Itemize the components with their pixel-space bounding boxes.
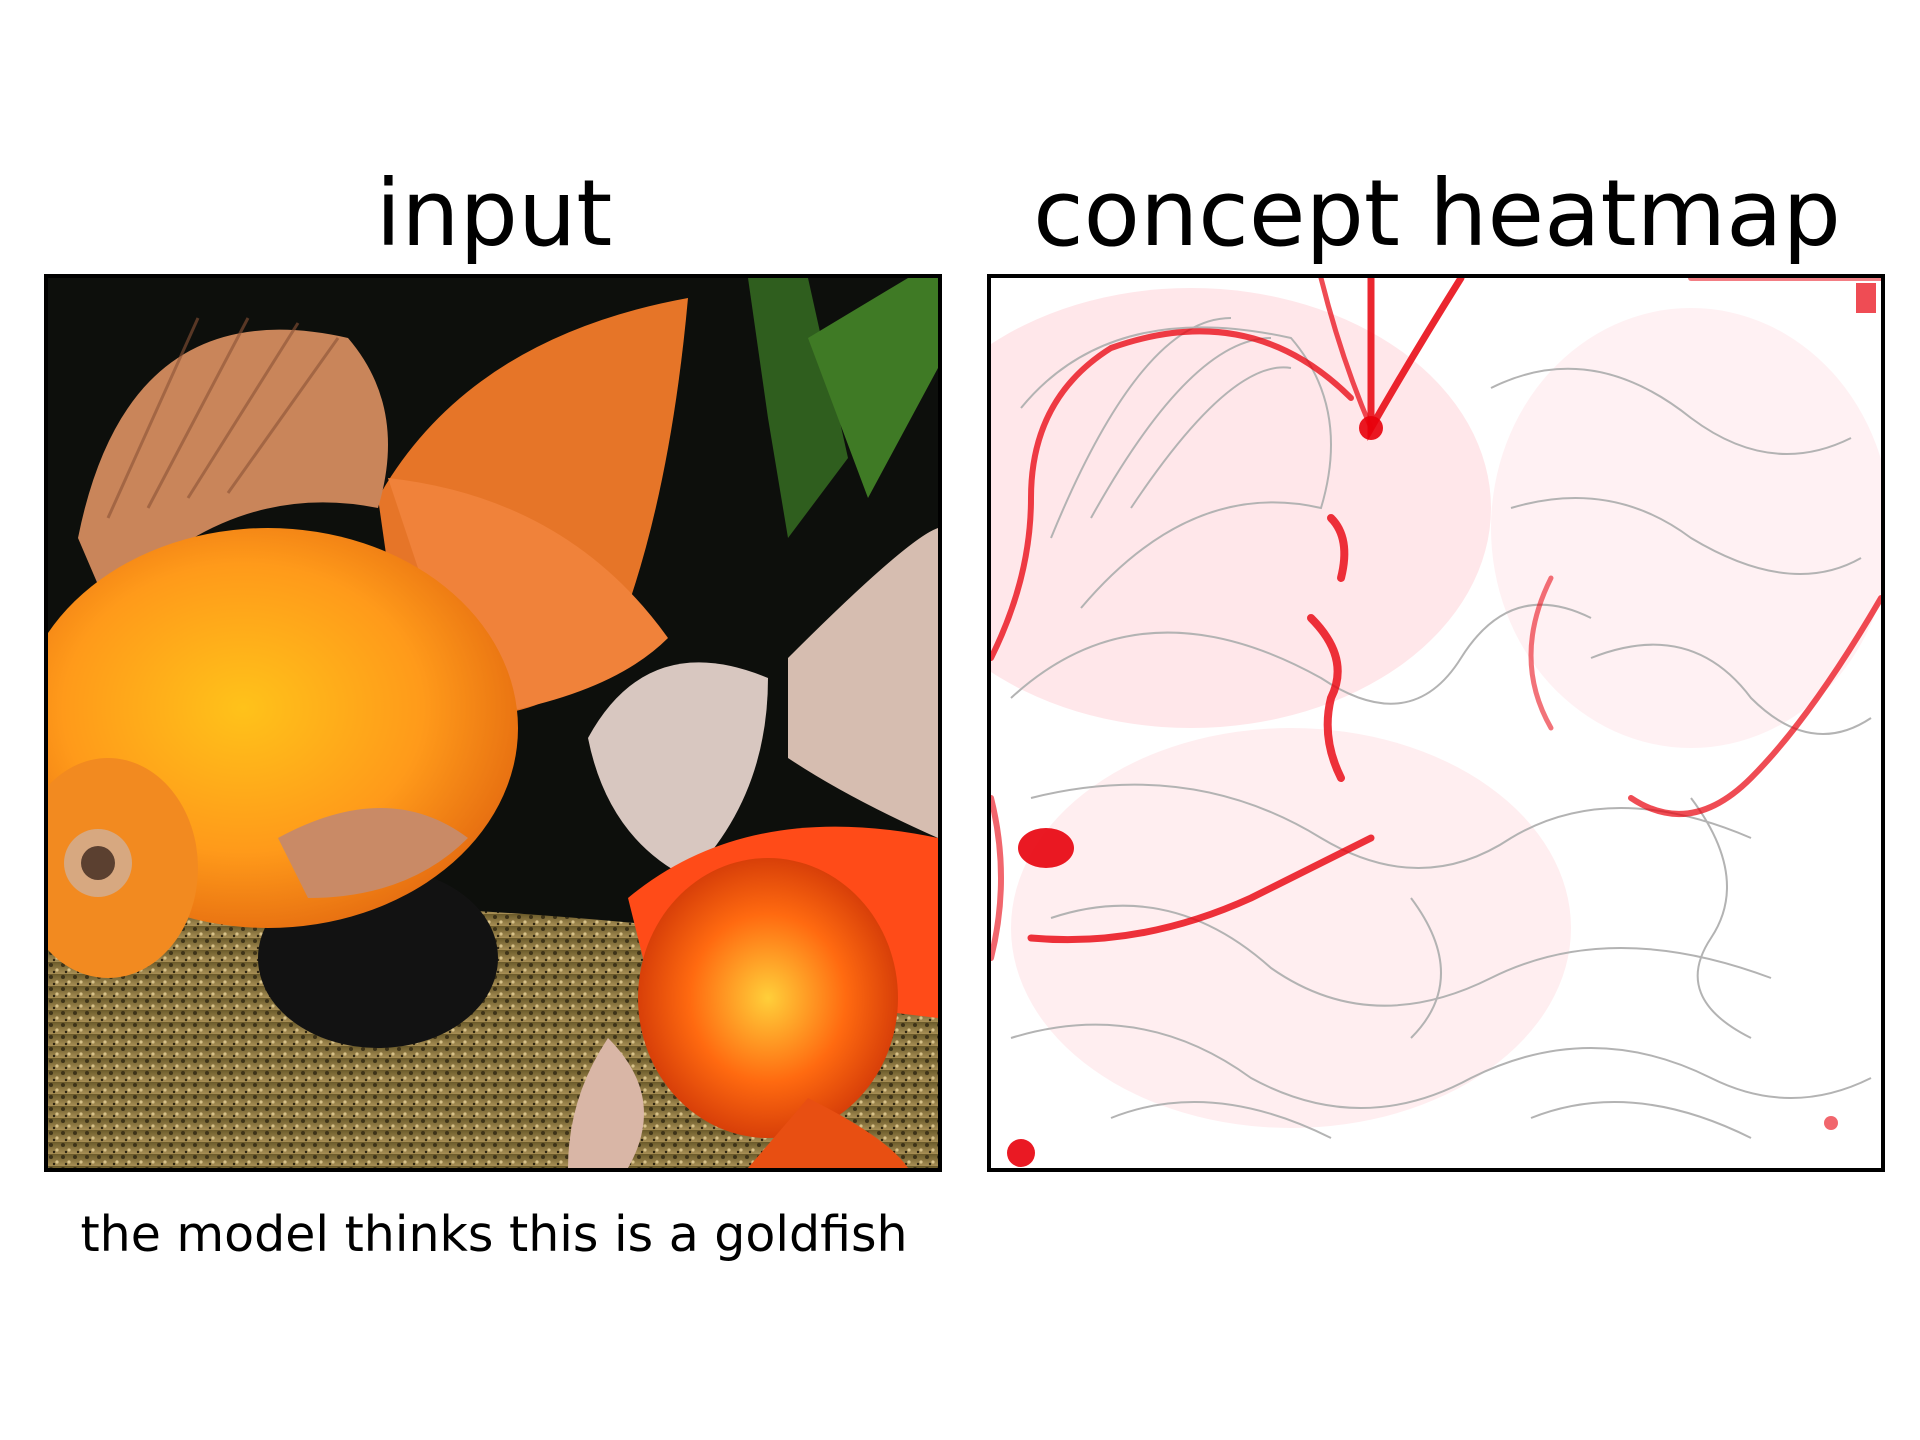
concept-heatmap-icon xyxy=(991,278,1881,1168)
concept-heatmap-image xyxy=(987,274,1885,1172)
input-image xyxy=(44,274,942,1172)
goldfish-photo-icon xyxy=(48,278,938,1168)
caption: the model thinks this is a goldfish xyxy=(80,1206,908,1263)
input-title: input xyxy=(375,160,613,267)
heatmap-title: concept heatmap xyxy=(1033,160,1841,267)
